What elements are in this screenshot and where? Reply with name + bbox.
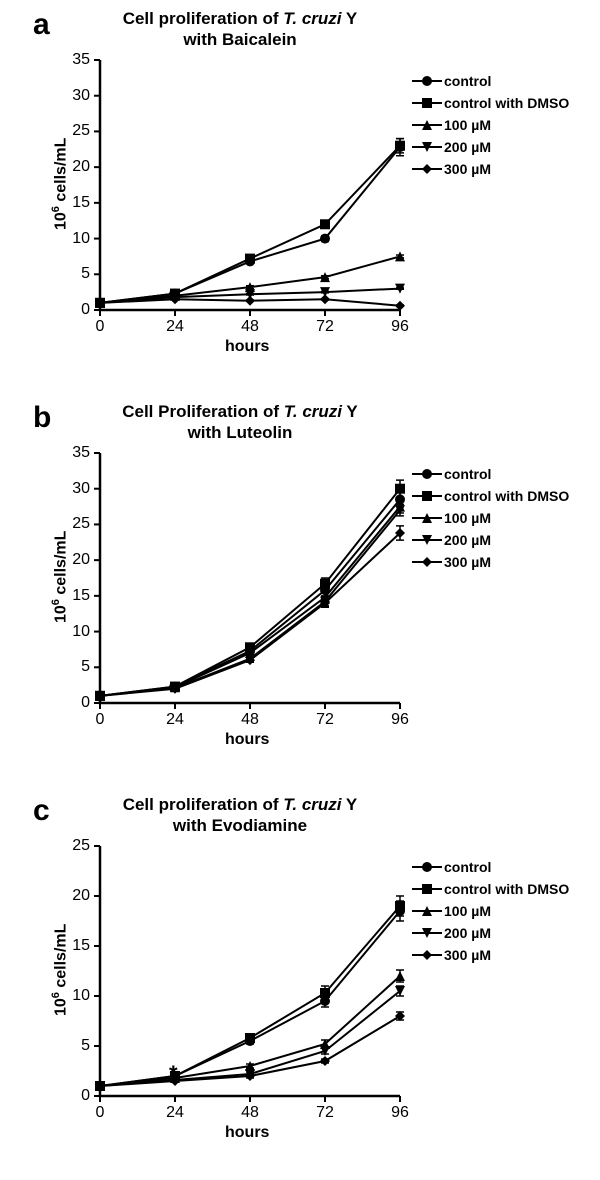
legend: control control with DMSO 100 µM 200 µM 300 … xyxy=(410,70,569,180)
legend-symbol xyxy=(410,118,444,132)
y-tick-label: 35 xyxy=(60,444,90,462)
legend-row: 300 µM xyxy=(410,158,569,180)
x-axis-label: hours xyxy=(225,1124,269,1142)
y-tick-label: 20 xyxy=(60,887,90,905)
legend-symbol xyxy=(410,96,444,110)
legend-row: 100 µM xyxy=(410,507,569,529)
legend-row: 200 µM xyxy=(410,922,569,944)
legend-row: 300 µM xyxy=(410,551,569,573)
legend-symbol xyxy=(410,162,444,176)
legend-label: 300 µM xyxy=(444,947,491,963)
legend-symbol xyxy=(410,74,444,88)
legend-label: 100 µM xyxy=(444,510,491,526)
x-tick-label: 48 xyxy=(235,1104,265,1122)
legend-symbol xyxy=(410,489,444,503)
y-tick-label: 30 xyxy=(60,480,90,498)
x-tick-label: 48 xyxy=(235,318,265,336)
x-tick-label: 48 xyxy=(235,711,265,729)
legend-row: 100 µM xyxy=(410,900,569,922)
x-tick-label: 0 xyxy=(85,711,115,729)
x-tick-label: 72 xyxy=(310,711,340,729)
y-tick-label: 0 xyxy=(60,1087,90,1105)
y-tick-label: 10 xyxy=(60,230,90,248)
legend-label: 100 µM xyxy=(444,117,491,133)
legend-row: 200 µM xyxy=(410,529,569,551)
y-axis-label: 106 cells/mL xyxy=(50,531,70,623)
legend-symbol xyxy=(410,904,444,918)
x-axis-label: hours xyxy=(225,731,269,749)
legend-row: control with DMSO xyxy=(410,878,569,900)
x-tick-label: 72 xyxy=(310,1104,340,1122)
y-tick-label: 0 xyxy=(60,301,90,319)
legend-row: 100 µM xyxy=(410,114,569,136)
x-tick-label: 24 xyxy=(160,711,190,729)
legend-symbol xyxy=(410,860,444,874)
legend-symbol xyxy=(410,467,444,481)
legend-row: control with DMSO xyxy=(410,92,569,114)
legend-label: control with DMSO xyxy=(444,881,569,897)
asterisk-marker: * xyxy=(169,1061,178,1087)
legend-label: 200 µM xyxy=(444,139,491,155)
x-tick-label: 96 xyxy=(385,1104,415,1122)
x-axis-label: hours xyxy=(225,338,269,356)
legend-row: control xyxy=(410,463,569,485)
y-tick-label: 10 xyxy=(60,623,90,641)
y-tick-label: 5 xyxy=(60,658,90,676)
y-tick-label: 5 xyxy=(60,265,90,283)
legend-symbol xyxy=(410,926,444,940)
legend-symbol xyxy=(410,882,444,896)
legend-symbol xyxy=(410,140,444,154)
y-tick-label: 5 xyxy=(60,1037,90,1055)
legend-symbol xyxy=(410,511,444,525)
x-tick-label: 96 xyxy=(385,711,415,729)
legend-label: 200 µM xyxy=(444,532,491,548)
legend-row: control xyxy=(410,856,569,878)
legend-label: 100 µM xyxy=(444,903,491,919)
asterisk-marker: * xyxy=(169,678,178,704)
legend-label: control xyxy=(444,466,491,482)
x-tick-label: 0 xyxy=(85,1104,115,1122)
legend-label: 300 µM xyxy=(444,161,491,177)
legend-label: control with DMSO xyxy=(444,488,569,504)
legend-symbol xyxy=(410,948,444,962)
x-tick-label: 72 xyxy=(310,318,340,336)
x-tick-label: 96 xyxy=(385,318,415,336)
legend-row: control with DMSO xyxy=(410,485,569,507)
legend-label: control xyxy=(444,859,491,875)
panel-b: bCell Proliferation of T. cruzi Y with L… xyxy=(0,393,600,786)
legend-label: 300 µM xyxy=(444,554,491,570)
legend-symbol xyxy=(410,533,444,547)
legend-row: control xyxy=(410,70,569,92)
panel-a: aCell proliferation of T. cruzi Y with B… xyxy=(0,0,600,393)
x-tick-label: 0 xyxy=(85,318,115,336)
x-tick-label: 24 xyxy=(160,1104,190,1122)
y-tick-label: 30 xyxy=(60,87,90,105)
panel-c: cCell proliferation of T. cruzi Y with E… xyxy=(0,786,600,1179)
y-axis-label: 106 cells/mL xyxy=(50,138,70,230)
y-tick-label: 25 xyxy=(60,837,90,855)
legend-row: 200 µM xyxy=(410,136,569,158)
asterisk-marker: * xyxy=(169,285,178,311)
legend-label: 200 µM xyxy=(444,925,491,941)
y-tick-label: 35 xyxy=(60,51,90,69)
legend: control control with DMSO 100 µM 200 µM 300 … xyxy=(410,463,569,573)
legend-label: control with DMSO xyxy=(444,95,569,111)
legend-symbol xyxy=(410,555,444,569)
y-tick-label: 0 xyxy=(60,694,90,712)
legend-row: 300 µM xyxy=(410,944,569,966)
legend-label: control xyxy=(444,73,491,89)
x-tick-label: 24 xyxy=(160,318,190,336)
y-axis-label: 106 cells/mL xyxy=(50,924,70,1016)
figure-container: aCell proliferation of T. cruzi Y with B… xyxy=(0,0,600,1179)
legend: control control with DMSO 100 µM 200 µM 300 … xyxy=(410,856,569,966)
